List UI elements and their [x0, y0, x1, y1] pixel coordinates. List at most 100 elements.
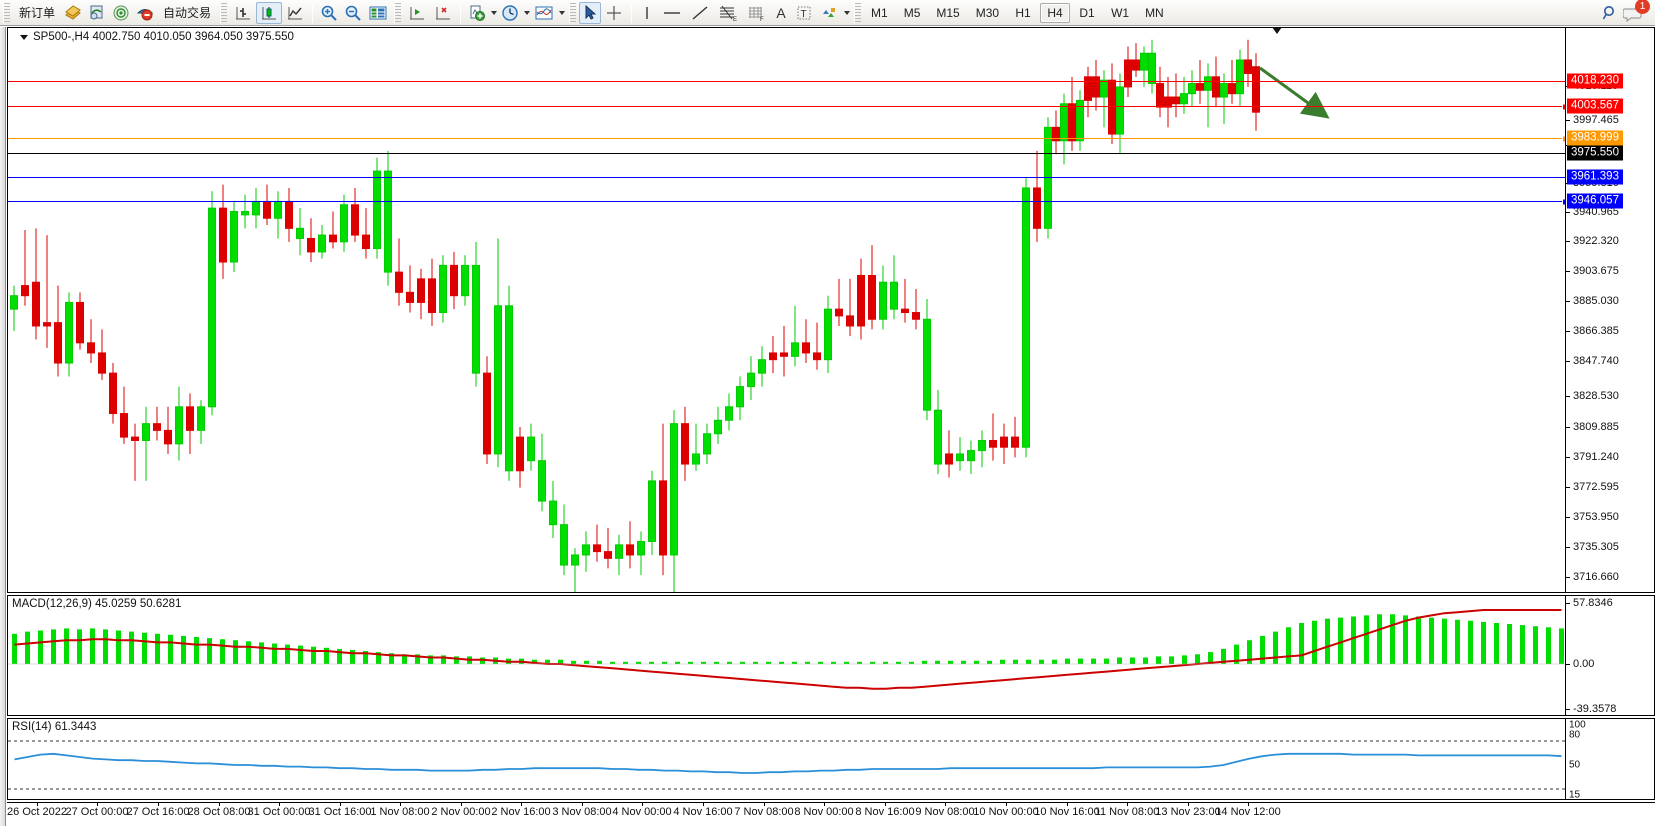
time-axis-label: 2 Nov 16:00: [491, 806, 551, 818]
price-level-label[interactable]: 4003.567: [1567, 98, 1623, 114]
trendline-icon[interactable]: [686, 2, 714, 24]
timeframe-label: M1: [871, 5, 888, 20]
autotrading-label-button[interactable]: 自动交易: [157, 2, 217, 24]
chart-header-text: SP500-,H4 4002.750 4010.050 3964.050 397…: [33, 31, 294, 43]
time-axis-label: 10 Nov 16:00: [1034, 806, 1100, 818]
price-level-label[interactable]: 3946.057: [1567, 193, 1623, 209]
price-axis[interactable]: 4018.2304016.1104003.5673997.4653983.999…: [1566, 28, 1654, 592]
price-axis-tick: 3885.030: [1566, 295, 1619, 307]
candlestick-icon[interactable]: [256, 1, 283, 24]
time-axis-tick: [279, 803, 280, 806]
toolbar-grip-4[interactable]: [569, 2, 577, 23]
line-chart-icon[interactable]: [282, 2, 308, 24]
objects-dropdown-caret[interactable]: [842, 3, 851, 23]
price-level-line-3[interactable]: [8, 153, 1565, 154]
timeframe-h1[interactable]: H1: [1008, 3, 1038, 23]
toolbar-grip-3[interactable]: [394, 2, 402, 23]
chart-shift-icon[interactable]: [404, 2, 430, 24]
label-icon[interactable]: T: [792, 2, 816, 24]
fibo-icon[interactable]: E: [714, 2, 742, 24]
timeframe-m30[interactable]: M30: [969, 3, 1006, 23]
price-level-handle-5[interactable]: [1562, 198, 1565, 206]
rsi-panel[interactable]: RSI(14) 61.3443 100 80 50 15: [7, 718, 1655, 800]
macd-axis-divider: [1565, 596, 1566, 715]
price-level-label[interactable]: 3961.393: [1567, 169, 1623, 185]
text-icon[interactable]: A: [776, 4, 786, 21]
vertical-line-icon[interactable]: [636, 2, 658, 24]
time-axis-tick: [642, 803, 643, 806]
toolbar-grip-5[interactable]: [854, 2, 862, 23]
new-order-button[interactable]: 新订单: [13, 2, 61, 24]
timeframe-label: W1: [1111, 5, 1130, 20]
timeframe-m15[interactable]: M15: [929, 3, 966, 23]
chart-header-caret-icon[interactable]: [20, 34, 28, 40]
time-axis-label: 2 Nov 00:00: [431, 806, 491, 818]
search-icon[interactable]: [1597, 2, 1623, 24]
crosshair-icon[interactable]: [601, 2, 627, 24]
chart-window: SP500-,H4 4002.750 4010.050 3964.050 397…: [0, 27, 1655, 826]
timeframe-group: M1 M5 M15 M30 H1 H4 D1 W1 MN: [864, 2, 1171, 23]
time-axis-tick: [1188, 803, 1189, 806]
time-axis[interactable]: 26 Oct 2022 27 Oct 00:00 27 Oct 16:00 28 Oc…: [7, 802, 1655, 822]
rsi-svg: [8, 740, 1565, 790]
period-dropdown-caret[interactable]: [522, 3, 531, 23]
price-level-line-0[interactable]: [8, 81, 1565, 82]
toolbar-separator-1: [312, 2, 314, 23]
chat-icon[interactable]: 1: [1623, 0, 1650, 24]
price-axis-tick: 3791.240: [1566, 451, 1619, 463]
timeframe-label: D1: [1079, 5, 1095, 20]
price-chart-panel[interactable]: SP500-,H4 4002.750 4010.050 3964.050 397…: [7, 27, 1655, 593]
timeframe-mn[interactable]: MN: [1138, 3, 1171, 23]
price-level-line-1[interactable]: [8, 103, 1565, 111]
period-icon[interactable]: [498, 2, 522, 24]
price-level-handle-1[interactable]: [1562, 103, 1565, 111]
new-chart-dropdown-caret[interactable]: [489, 3, 498, 23]
horizontal-line-icon[interactable]: [658, 2, 686, 24]
price-level-label[interactable]: 3975.550: [1567, 145, 1623, 161]
macd-axis-tick: -39.3578: [1566, 703, 1616, 715]
timeframe-h4[interactable]: H4: [1040, 2, 1071, 23]
price-level-line-2[interactable]: [8, 135, 1565, 143]
indicators-icon[interactable]: [531, 2, 557, 24]
zoom-in-icon[interactable]: [317, 2, 341, 24]
indicators-dropdown-caret[interactable]: [557, 3, 566, 23]
timeframe-m1[interactable]: M1: [864, 3, 895, 23]
time-axis-label: 4 Nov 00:00: [612, 806, 672, 818]
svg-text:E: E: [733, 17, 737, 22]
macd-panel[interactable]: MACD(12,26,9) 45.0259 50.6281 57.8346 0.0…: [7, 595, 1655, 716]
price-plot-area[interactable]: [8, 28, 1565, 592]
autotrading-label: 自动交易: [163, 6, 212, 20]
rsi-axis-tick: 80: [1569, 729, 1581, 741]
macd-plot-area[interactable]: [8, 596, 1565, 715]
time-axis-tick: [158, 803, 159, 806]
time-axis-tick: [582, 803, 583, 806]
bar-chart-icon[interactable]: [230, 2, 256, 24]
cursor-icon[interactable]: [579, 1, 602, 24]
price-level-handle-2[interactable]: [1562, 135, 1565, 143]
price-level-line-5[interactable]: [8, 198, 1565, 206]
timeframe-m5[interactable]: M5: [897, 3, 928, 23]
rsi-plot-area[interactable]: [8, 719, 1565, 799]
history-icon[interactable]: [61, 2, 85, 24]
time-axis-label: 31 Oct 00:00: [247, 806, 311, 818]
price-level-label[interactable]: 3983.999: [1567, 130, 1623, 146]
price-level-line-4[interactable]: [8, 177, 1565, 178]
timeframe-d1[interactable]: D1: [1072, 3, 1102, 23]
fibo-grid-icon[interactable]: F: [742, 2, 770, 24]
vertical-scrollbar-left[interactable]: [0, 27, 6, 826]
signals-icon[interactable]: [109, 2, 133, 24]
autotrading-icon[interactable]: [133, 2, 157, 24]
toolbar-grip-1[interactable]: [3, 2, 10, 23]
objects-icon[interactable]: [816, 2, 842, 24]
timeframe-w1[interactable]: W1: [1104, 3, 1136, 23]
toolbar-grip-2[interactable]: [220, 2, 228, 23]
zoom-out-icon[interactable]: [341, 2, 365, 24]
price-level-label[interactable]: 4018.230: [1567, 73, 1623, 89]
macd-axis-tick: 0.00: [1566, 658, 1594, 670]
rsi-axis-tick: 15: [1569, 789, 1581, 800]
data-window-icon[interactable]: [365, 2, 391, 24]
terminal-icon[interactable]: [85, 2, 109, 24]
price-axis-tick: 3903.675: [1566, 265, 1619, 277]
auto-scroll-icon[interactable]: [430, 2, 456, 24]
new-chart-icon[interactable]: [465, 2, 489, 24]
